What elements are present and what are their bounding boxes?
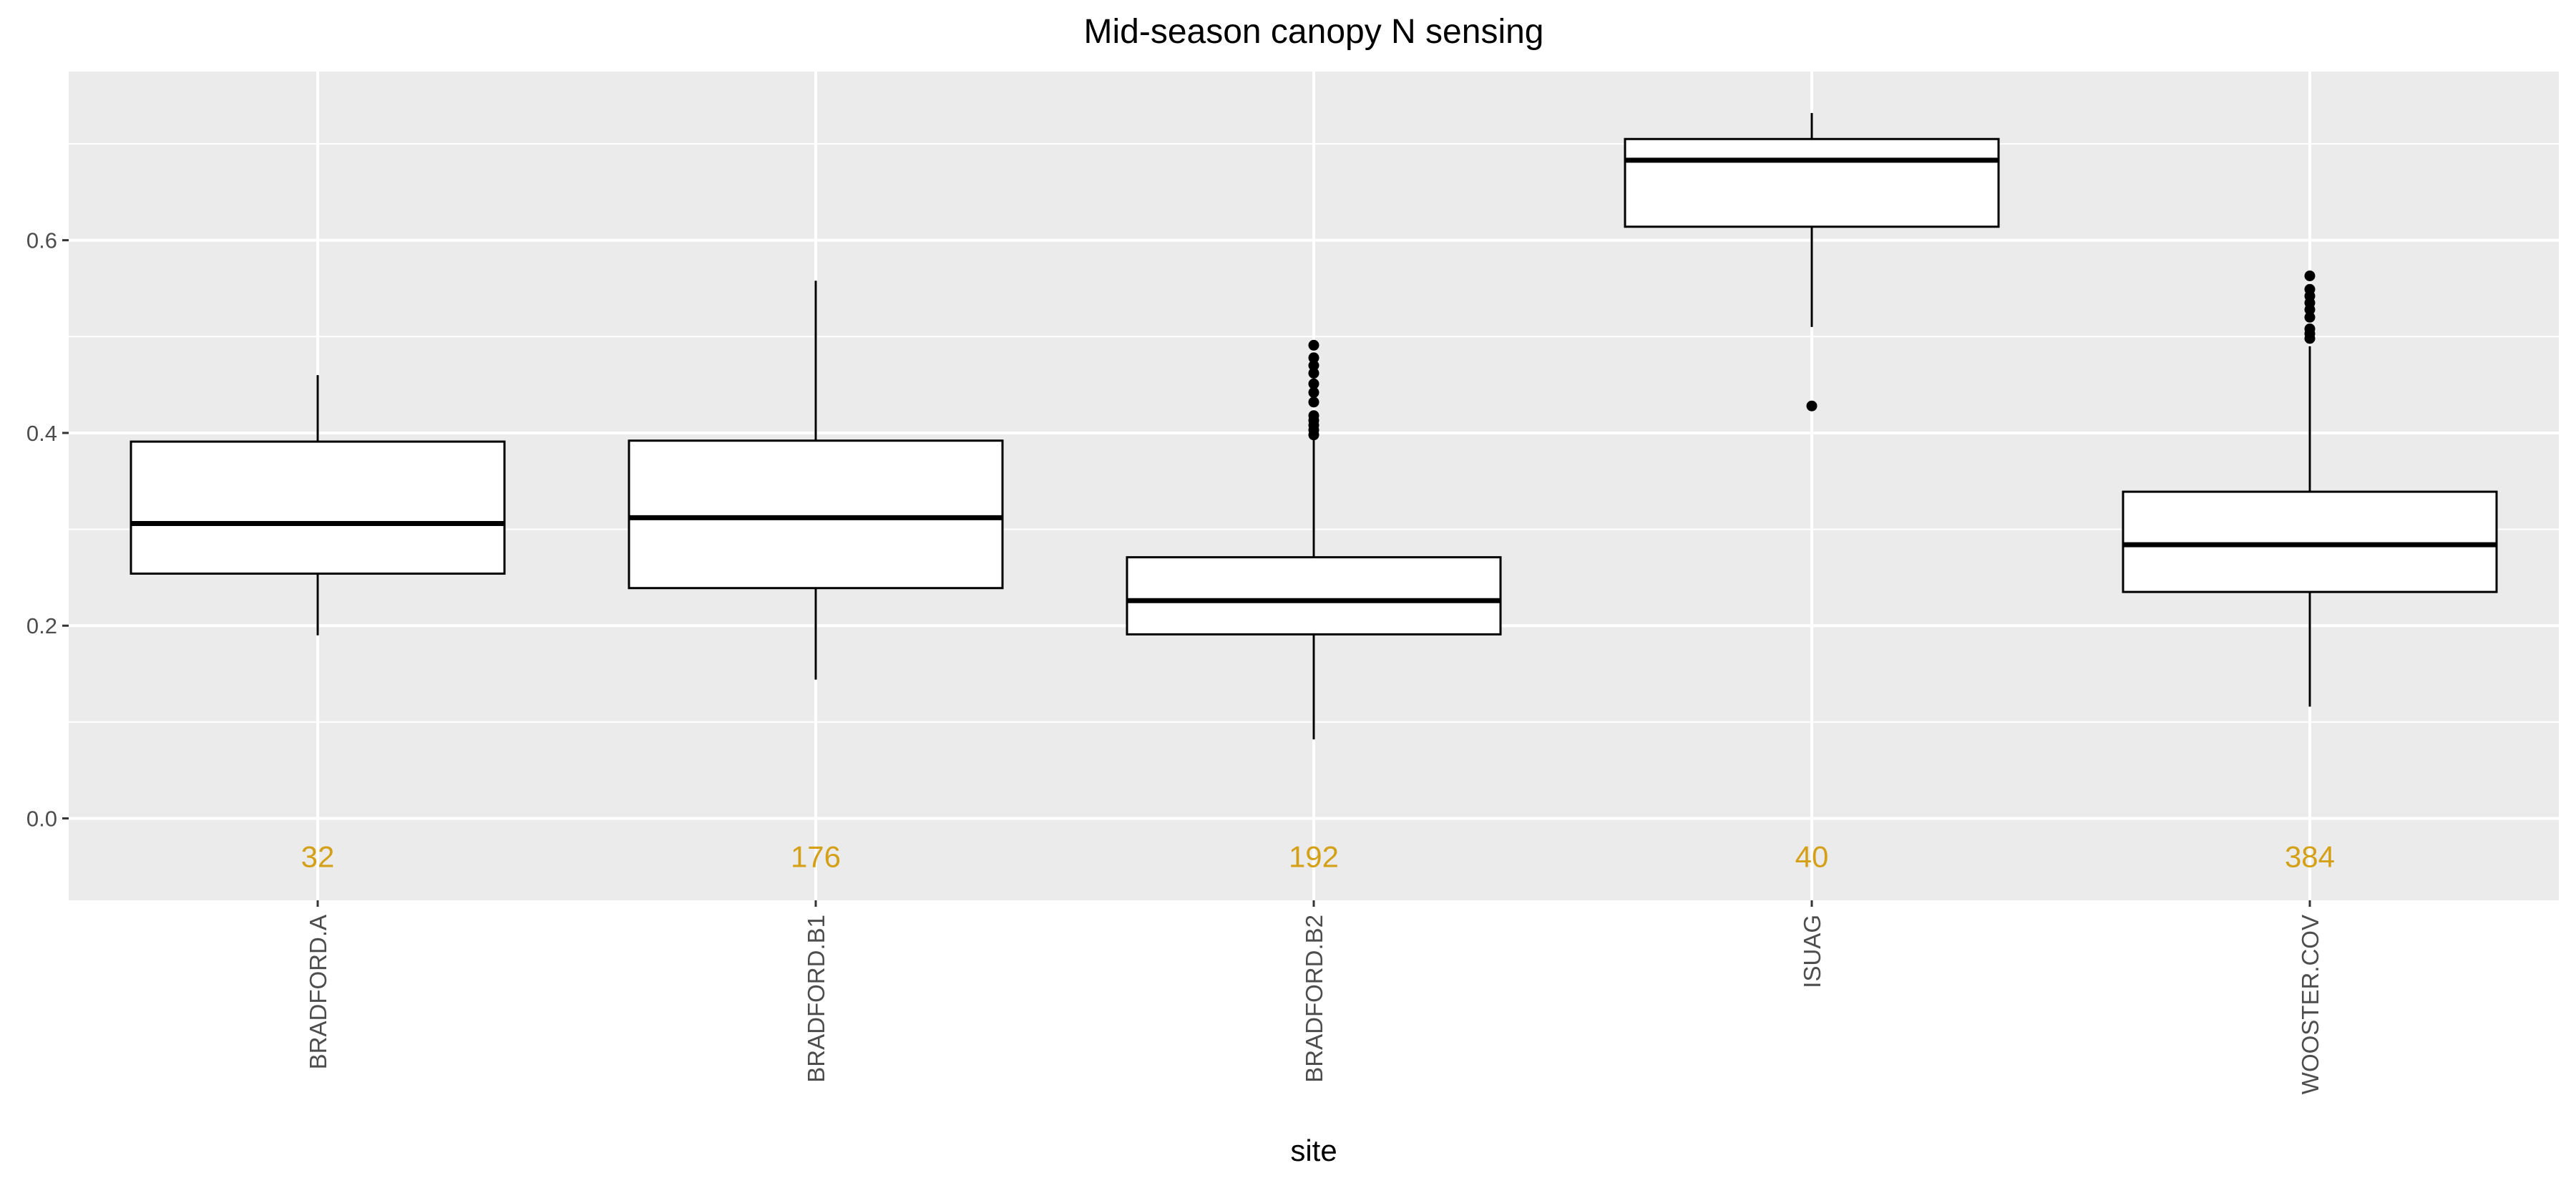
count-label: 40: [1795, 840, 1829, 874]
chart-title: Mid-season canopy N sensing: [1083, 13, 1543, 51]
outlier-point: [1806, 400, 1818, 412]
box-bradford-a: [130, 375, 506, 636]
x-tick-label: BRADFORD.B2: [1301, 915, 1327, 1083]
box-bradford-b1: [628, 281, 1004, 680]
count-label: 192: [1289, 840, 1339, 874]
outlier-point: [2304, 311, 2316, 323]
box-isuag: [1624, 112, 2000, 412]
box-wooster-cov: [2122, 270, 2498, 707]
iqr-box: [628, 439, 1004, 590]
y-tick-label: 0.0: [26, 807, 57, 832]
outlier-point: [1308, 410, 1319, 422]
outlier-point: [2304, 323, 2316, 335]
y-tick-label: 0.4: [26, 421, 57, 446]
x-axis-title: site: [1290, 1134, 1337, 1167]
iqr-box: [1624, 137, 2000, 228]
outlier-point: [1308, 378, 1319, 389]
iqr-box: [2122, 490, 2498, 593]
outlier-point: [1308, 386, 1319, 398]
outlier-point: [2304, 283, 2316, 295]
x-tick-label: BRADFORD.A: [305, 915, 331, 1069]
x-axis: BRADFORD.A BRADFORD.B1 BRADFORD.B2 ISUAG WOO…: [305, 900, 2323, 1094]
x-tick-label: ISUAG: [1799, 915, 1825, 988]
y-tick-label: 0.2: [26, 613, 57, 638]
count-label: 384: [2285, 840, 2335, 874]
iqr-box: [1126, 556, 1502, 636]
outlier-point: [1308, 339, 1319, 351]
outlier-point: [2304, 270, 2316, 281]
count-label: 176: [791, 840, 841, 874]
iqr-box: [130, 440, 506, 575]
box-bradford-b2: [1126, 339, 1502, 740]
plot-panel: 32 176 192 40 384: [69, 72, 2559, 900]
x-tick-label: WOOSTER.COV: [2297, 915, 2323, 1094]
outlier-point: [1308, 396, 1319, 408]
count-label: 32: [301, 840, 335, 874]
outlier-point: [1308, 360, 1319, 371]
y-axis: 0.0 0.2 0.4 0.6: [26, 228, 69, 832]
y-tick-label: 0.6: [26, 228, 57, 253]
x-tick-label: BRADFORD.B1: [803, 915, 829, 1083]
outlier-point: [1308, 352, 1319, 364]
outlier-point: [1308, 367, 1319, 379]
